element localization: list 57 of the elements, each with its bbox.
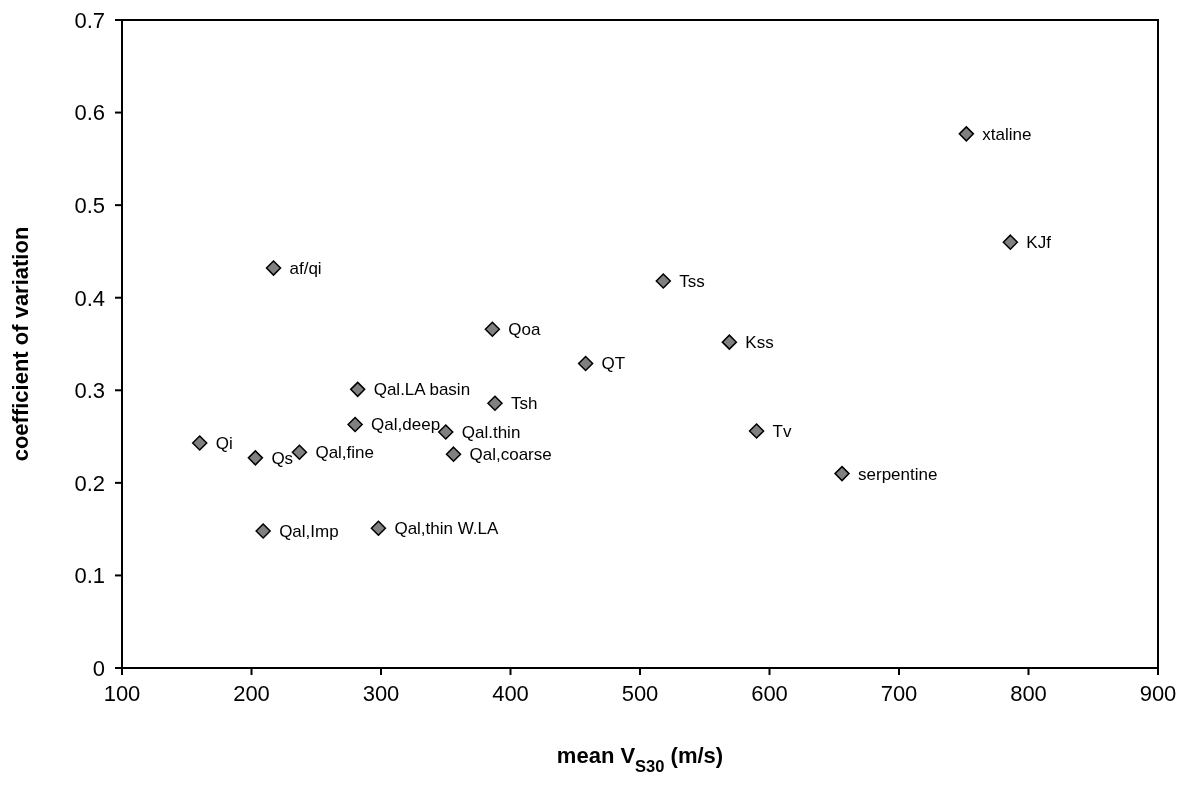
annotation: Qal,thin W.LA xyxy=(394,519,500,539)
annotation: xtaline xyxy=(982,124,1032,144)
annotation: KJf xyxy=(1026,233,1052,253)
x-tick-label: 900 xyxy=(1139,680,1177,706)
y-tick-label: 0.1 xyxy=(74,563,105,589)
y-tick-label: 0.3 xyxy=(74,378,105,404)
point xyxy=(291,444,308,461)
y-tick-label: 0.4 xyxy=(74,285,105,311)
point xyxy=(721,334,738,350)
point xyxy=(577,355,594,372)
x-tick-label: 300 xyxy=(362,680,400,706)
point xyxy=(191,435,208,451)
annotation: Kss xyxy=(745,333,774,353)
annotation: af/qi xyxy=(289,259,322,279)
point xyxy=(265,260,282,276)
annotation: serpentine xyxy=(858,464,938,484)
point xyxy=(748,423,765,439)
annotation: Qoa xyxy=(508,320,542,340)
x-tick-label: 700 xyxy=(880,680,918,706)
annotation: Qal,fine xyxy=(315,443,375,463)
point xyxy=(445,446,462,462)
annotation: Qal,deep xyxy=(371,415,441,435)
annotation: Tv xyxy=(772,421,792,441)
point xyxy=(1002,234,1019,250)
y-tick-label: 0.7 xyxy=(74,7,105,33)
annotation: Qal,Imp xyxy=(279,521,339,541)
point xyxy=(347,416,363,433)
y-tick-label: 0 xyxy=(92,655,105,681)
point xyxy=(834,465,850,482)
y-axis-title: coefficient of variation xyxy=(8,226,33,462)
point xyxy=(438,424,454,440)
point xyxy=(349,381,366,398)
annotation: QT xyxy=(601,354,626,374)
annotation: Tss xyxy=(679,272,705,291)
x-tick-label: 200 xyxy=(233,680,270,706)
y-tick-label: 0.2 xyxy=(74,470,105,496)
y-tick-label: 0.6 xyxy=(74,100,105,126)
x-tick-label: 400 xyxy=(492,680,529,706)
point xyxy=(487,395,503,411)
annotation: Qi xyxy=(215,434,233,453)
point xyxy=(247,450,264,466)
x-tick-label: 100 xyxy=(103,680,141,706)
y-tick-label: 0.5 xyxy=(74,192,105,218)
x-tick-label: 600 xyxy=(751,680,788,706)
point xyxy=(655,273,672,289)
point xyxy=(484,321,501,337)
annotation: Qal,coarse xyxy=(469,445,552,465)
annotation: Qal.LA basin xyxy=(373,380,471,400)
x-axis-title: mean V$_{S30}$ (m/s) xyxy=(556,743,724,775)
x-tick-label: 800 xyxy=(1010,680,1047,706)
point xyxy=(958,126,975,142)
annotation: Qs xyxy=(271,448,294,468)
point xyxy=(255,523,271,539)
x-tick-label: 500 xyxy=(621,680,659,706)
point xyxy=(370,520,387,536)
annotation: Qal.thin xyxy=(461,422,521,442)
annotation: Tsh xyxy=(510,394,538,414)
